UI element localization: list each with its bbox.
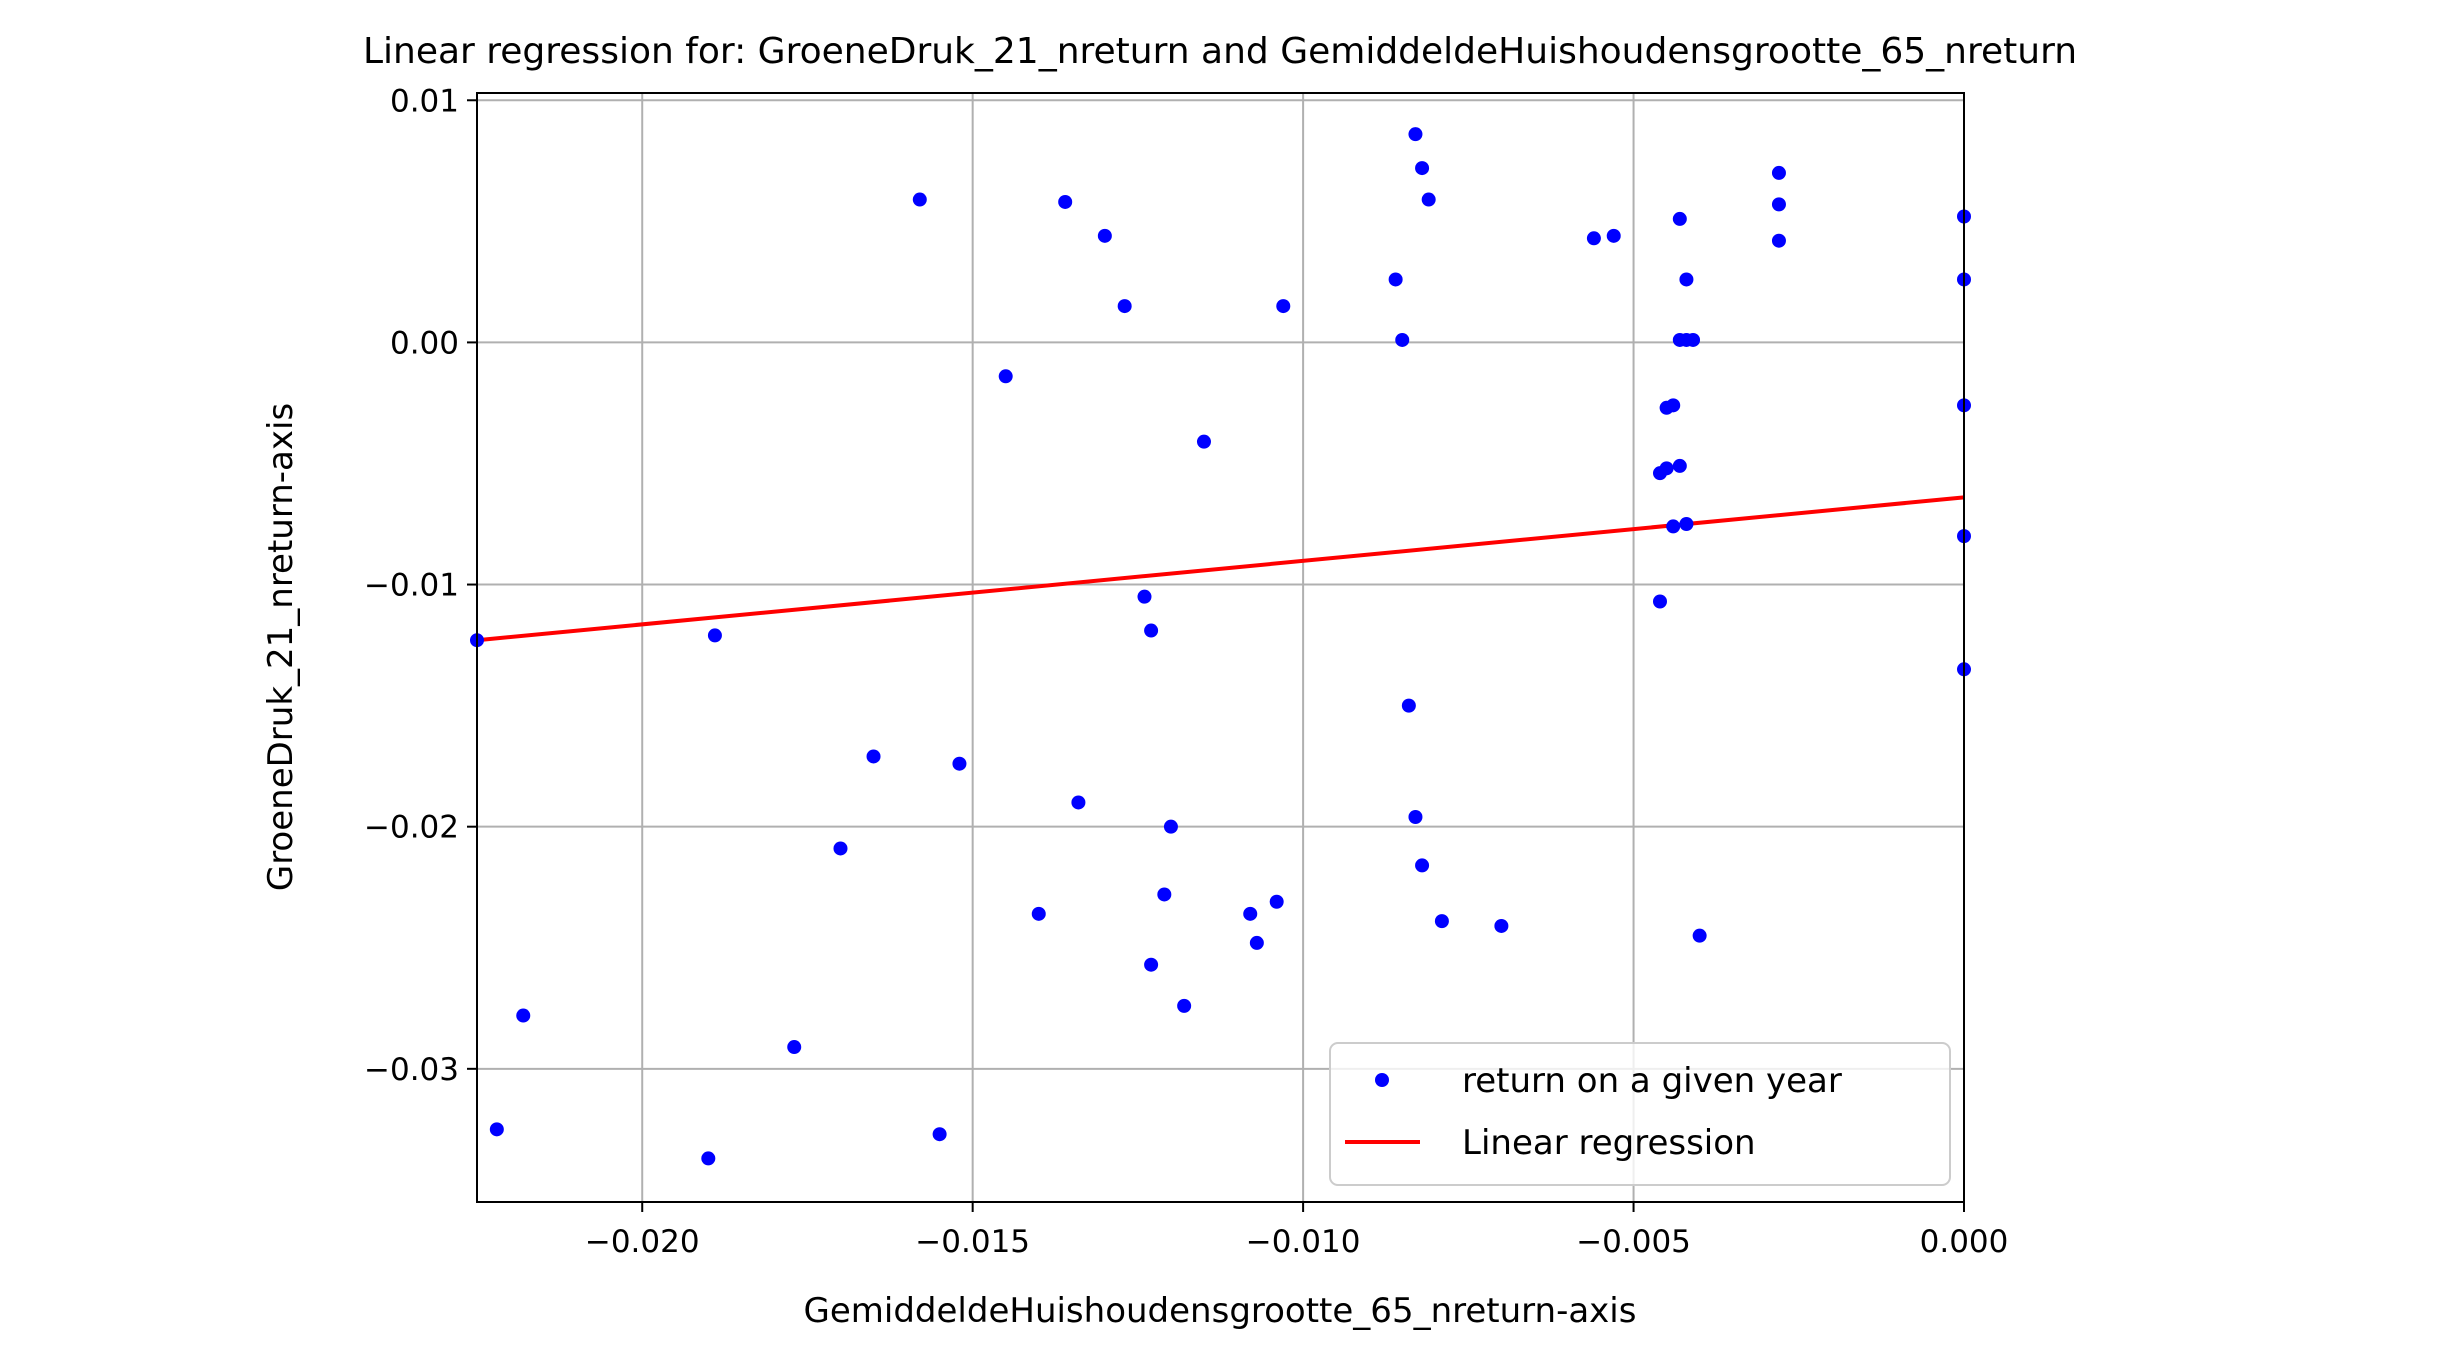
data-point [1117,299,1132,314]
y-tick-label: −0.01 [364,568,459,604]
data-point [932,1127,947,1142]
data-point [707,628,722,643]
data-point [1494,918,1509,933]
data-point [1276,299,1291,314]
x-tick-label: −0.005 [1576,1224,1691,1260]
x-tick-label: 0.000 [1920,1224,2009,1260]
data-point [1672,458,1687,473]
data-point [1672,211,1687,226]
data-point [912,192,927,207]
data-point [1097,228,1112,243]
data-point [1771,197,1786,212]
data-point [1659,461,1674,476]
x-tick-label: −0.010 [1246,1224,1361,1260]
data-point [1679,517,1694,532]
data-point [489,1122,504,1137]
data-point [1058,194,1073,209]
legend-label-scatter: return on a given year [1462,1061,1842,1101]
y-axis-label: GroeneDruk_21_nreturn-axis [261,403,301,891]
data-point [1196,434,1211,449]
data-point [1401,698,1416,713]
data-point [1144,623,1159,638]
data-point [1408,127,1423,142]
data-point [1177,998,1192,1013]
data-point [1388,272,1403,287]
data-point [1421,192,1436,207]
data-point [1586,231,1601,246]
data-point [701,1151,716,1166]
data-point [1692,928,1707,943]
legend-box [1329,1042,1951,1186]
y-tick-label: 0.01 [390,83,459,119]
data-point [1031,906,1046,921]
data-point [1157,887,1172,902]
regression-line [476,495,1965,643]
data-point [1771,165,1786,180]
legend-label-regression: Linear regression [1462,1123,1756,1163]
data-point [998,369,1013,384]
data-point [1652,594,1667,609]
y-tick-label: −0.02 [364,810,459,846]
data-point [1434,914,1449,929]
data-point [1415,161,1430,176]
data-point [1686,332,1701,347]
data-point [1395,332,1410,347]
data-point [516,1008,531,1023]
x-tick-label: −0.015 [915,1224,1030,1260]
legend: return on a given year Linear regression [1329,1042,1951,1186]
regression-layer [476,495,1965,643]
data-point [787,1040,802,1055]
x-tick-label: −0.020 [585,1224,700,1260]
plot-area [477,93,1964,1202]
y-axis-ticks: 0.01 0.00 −0.01 −0.02 −0.03 [364,83,477,1088]
legend-scatter-marker [1375,1073,1389,1087]
data-point [1408,809,1423,824]
data-point [1606,228,1621,243]
data-point [1771,233,1786,248]
data-point [866,749,881,764]
data-point [1144,957,1159,972]
chart-title: Linear regression for: GroeneDruk_21_nre… [363,31,2077,72]
data-point [1415,858,1430,873]
x-axis-ticks: −0.020 −0.015 −0.010 −0.005 0.000 [585,1202,2009,1260]
data-point [1269,894,1284,909]
data-point [1249,935,1264,950]
y-tick-label: −0.03 [364,1052,459,1088]
data-point [1071,795,1086,810]
scatter-points [470,127,1971,1166]
data-point [833,841,848,856]
x-axis-label: GemiddeldeHuishoudensgrootte_65_nreturn-… [804,1291,1637,1331]
plot-frame [476,92,1965,1203]
data-point [1679,272,1694,287]
data-point [1666,398,1681,413]
data-point [1243,906,1258,921]
data-point [1163,819,1178,834]
y-tick-label: 0.00 [390,325,459,361]
data-point [1666,519,1681,534]
data-point [1137,589,1152,604]
data-point [952,756,967,771]
